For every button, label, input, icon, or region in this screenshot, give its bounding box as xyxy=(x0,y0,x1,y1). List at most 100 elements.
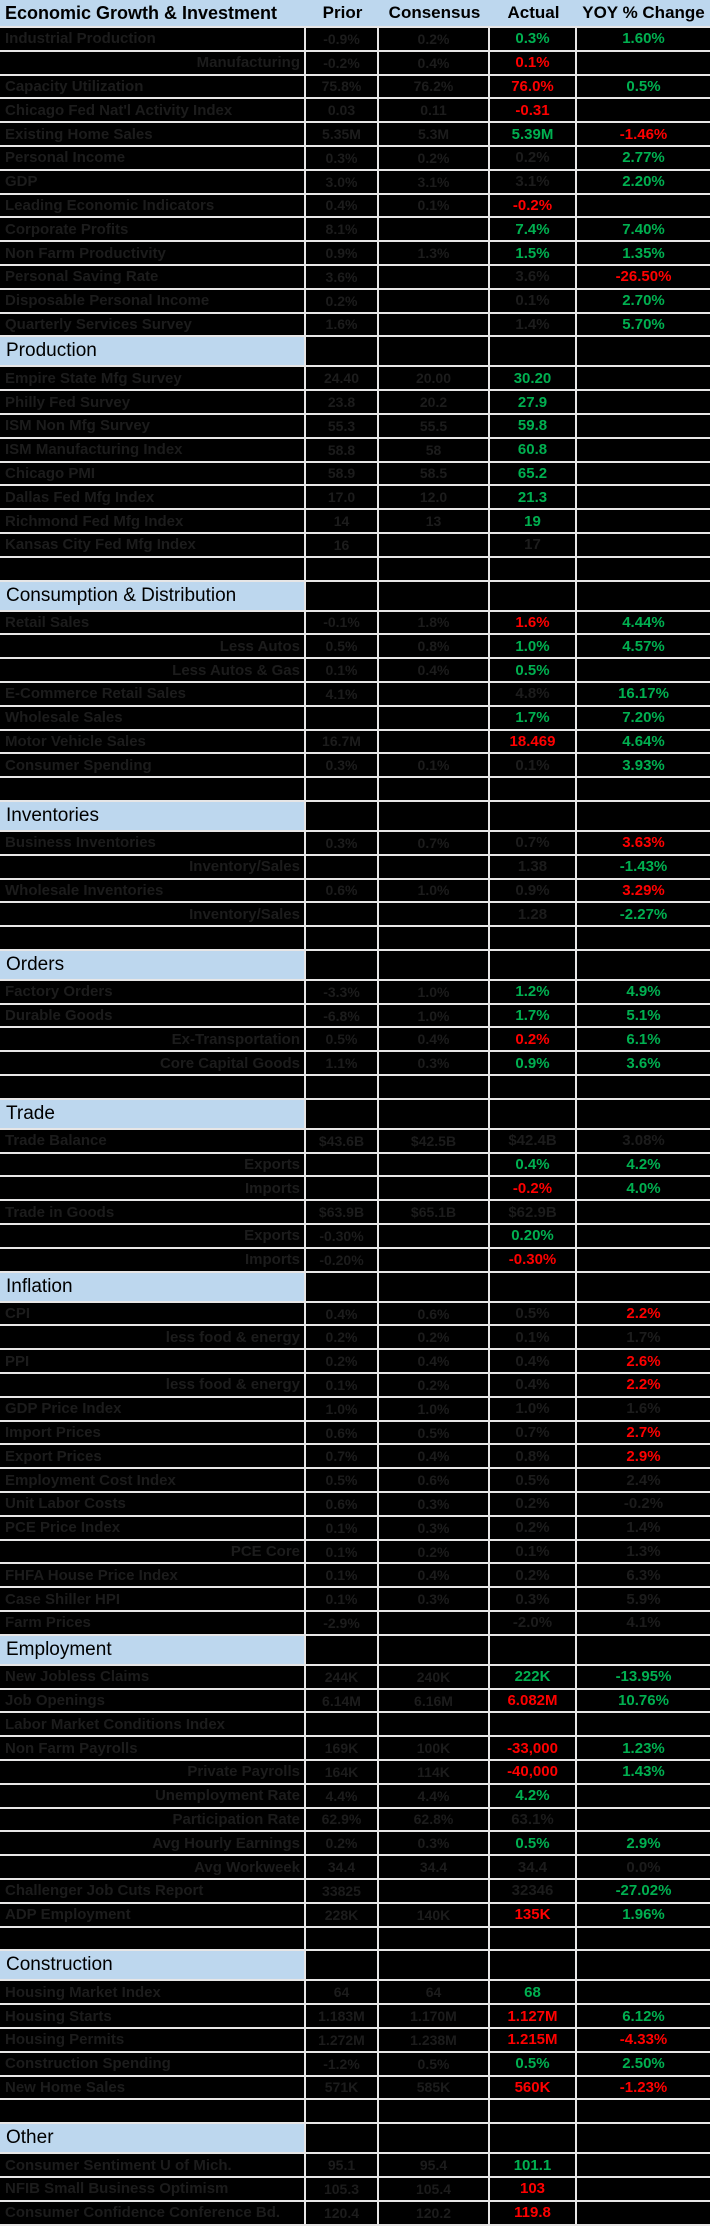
cell-value: -0.9% xyxy=(323,30,360,47)
cell-value: 1.272M xyxy=(318,2031,365,2048)
cell-value: -0.31 xyxy=(515,101,550,119)
table-row: ISM Non Mfg Survey 55.3 55.5 59.8 xyxy=(0,414,710,439)
consensus-cell: 1.0% xyxy=(379,879,490,902)
spacer-row xyxy=(0,927,710,951)
cell-value: 0.2% xyxy=(515,149,550,167)
table-row: Farm Prices -2.9% -2.0% 4.1% xyxy=(0,1612,710,1636)
cell-value: -2.0% xyxy=(512,1614,553,1632)
prior-cell xyxy=(306,801,379,830)
consensus-cell: 1.0% xyxy=(379,1397,490,1420)
cell-value: 2.6% xyxy=(626,1352,661,1370)
actual-cell: 1.4% xyxy=(490,313,577,336)
row-label: Philly Fed Survey xyxy=(0,391,306,413)
row-label: Case Shiller HPI xyxy=(0,1588,306,1611)
cell-value: 16 xyxy=(333,536,350,553)
cell-value: 27.9 xyxy=(517,393,548,411)
prior-cell: 1.0% xyxy=(306,1397,379,1420)
cell-value: 3.6% xyxy=(515,268,550,286)
cell-value: -26.50% xyxy=(615,268,672,286)
cell-value: -0.30% xyxy=(508,1251,557,1269)
actual-cell: 0.5% xyxy=(490,1832,577,1855)
cell-value: 1.7% xyxy=(515,709,550,727)
cell-value: 1.0% xyxy=(417,983,450,1000)
prior-cell xyxy=(306,903,379,926)
consensus-cell xyxy=(379,265,490,288)
consensus-cell: 0.4% xyxy=(379,1028,490,1051)
row-label: Ex-Transportation xyxy=(0,1028,306,1051)
prior-cell: 75.8% xyxy=(306,75,379,98)
actual-cell xyxy=(490,2100,577,2123)
yoy-cell xyxy=(577,1100,710,1128)
table-row: Non Farm Productivity 0.9% 1.3% 1.5% 1.35% xyxy=(0,242,710,266)
actual-cell: 1.215M xyxy=(490,2028,577,2051)
section-title: Production xyxy=(0,337,306,366)
row-label: Private Payrolls xyxy=(0,1761,306,1783)
row-label: Durable Goods xyxy=(0,1004,306,1027)
cell-value: 0.3% xyxy=(325,149,358,166)
actual-cell xyxy=(490,801,577,830)
consensus-cell: 100K xyxy=(379,1737,490,1759)
actual-cell: 0.5% xyxy=(490,1302,577,1325)
prior-cell: 55.3 xyxy=(306,414,379,437)
cell-value: 114K xyxy=(417,1763,450,1780)
consensus-cell: $42.5B xyxy=(379,1129,490,1152)
table-row: Ex-Transportation 0.5% 0.4% 0.2% 6.1% xyxy=(0,1028,710,1053)
yoy-cell: 4.64% xyxy=(577,731,710,753)
prior-cell: 0.2% xyxy=(306,1832,379,1855)
yoy-cell: 4.0% xyxy=(577,1177,710,1199)
cell-value: 1.35% xyxy=(622,244,665,262)
row-label: PCE Core xyxy=(0,1540,306,1563)
prior-cell: 0.9% xyxy=(306,242,379,264)
cell-value: -0.2% xyxy=(623,1495,664,1513)
cell-value: 2.70% xyxy=(622,292,665,310)
section-header-row: Employment xyxy=(0,1635,710,1666)
actual-cell: -0.2% xyxy=(490,1177,577,1200)
yoy-cell: 4.57% xyxy=(577,635,710,657)
consensus-cell xyxy=(379,337,490,366)
actual-cell: 0.1% xyxy=(490,289,577,312)
row-label: Industrial Production xyxy=(0,28,306,50)
row-label: Exports xyxy=(0,1225,306,1247)
table-row: Trade in Goods $63.9B $65.1B $62.9B xyxy=(0,1201,710,1226)
prior-cell: 16 xyxy=(306,533,379,556)
table-header-row: Economic Growth & Investment Prior Conse… xyxy=(0,0,710,28)
consensus-cell: 0.1% xyxy=(379,194,490,217)
table-row: Unit Labor Costs 0.6% 0.3% 0.2% -0.2% xyxy=(0,1493,710,1517)
actual-cell: 0.2% xyxy=(490,1028,577,1051)
prior-cell: 24.40 xyxy=(306,367,379,390)
prior-cell xyxy=(306,1635,379,1664)
prior-cell xyxy=(306,2100,379,2123)
row-label: CPI xyxy=(0,1302,306,1325)
table-row: GDP Price Index 1.0% 1.0% 1.0% 1.6% xyxy=(0,1397,710,1422)
cell-value: 7.4% xyxy=(515,220,550,238)
row-label: ADP Employment xyxy=(0,1903,306,1926)
yoy-cell: 7.20% xyxy=(577,707,710,729)
consensus-cell xyxy=(379,218,490,241)
row-label: Participation Rate xyxy=(0,1808,306,1831)
row-label: ISM Non Mfg Survey xyxy=(0,414,306,437)
table-row: Chicago Fed Nat'l Activity Index 0.03 0.11… xyxy=(0,99,710,124)
cell-value: 2.2% xyxy=(626,1376,661,1394)
cell-value: 0.4% xyxy=(417,662,450,679)
row-label: Business Inventories xyxy=(0,831,306,854)
cell-value: 76.0% xyxy=(511,77,554,95)
table-row: Empire State Mfg Survey 24.40 20.00 30.20 xyxy=(0,367,710,392)
cell-value: 1.6% xyxy=(325,316,358,333)
cell-value: 1.7% xyxy=(626,1328,661,1346)
cell-value: 17.0 xyxy=(327,489,356,506)
cell-value: 0.4% xyxy=(417,1567,450,1584)
cell-value: 0.2% xyxy=(515,1495,550,1513)
prior-cell: 0.7% xyxy=(306,1445,379,1468)
row-label: Retail Sales xyxy=(0,611,306,634)
yoy-cell: 2.7% xyxy=(577,1422,710,1444)
consensus-cell xyxy=(379,313,490,336)
actual-cell: 0.7% xyxy=(490,1421,577,1444)
prior-cell: 571K xyxy=(306,2076,379,2099)
cell-value: 2.77% xyxy=(622,149,665,167)
cell-value: 0.4% xyxy=(417,1448,450,1465)
cell-value: $63.9B xyxy=(318,1204,365,1221)
actual-cell: 3.6% xyxy=(490,265,577,288)
row-label: Empire State Mfg Survey xyxy=(0,367,306,390)
prior-cell xyxy=(306,927,379,949)
